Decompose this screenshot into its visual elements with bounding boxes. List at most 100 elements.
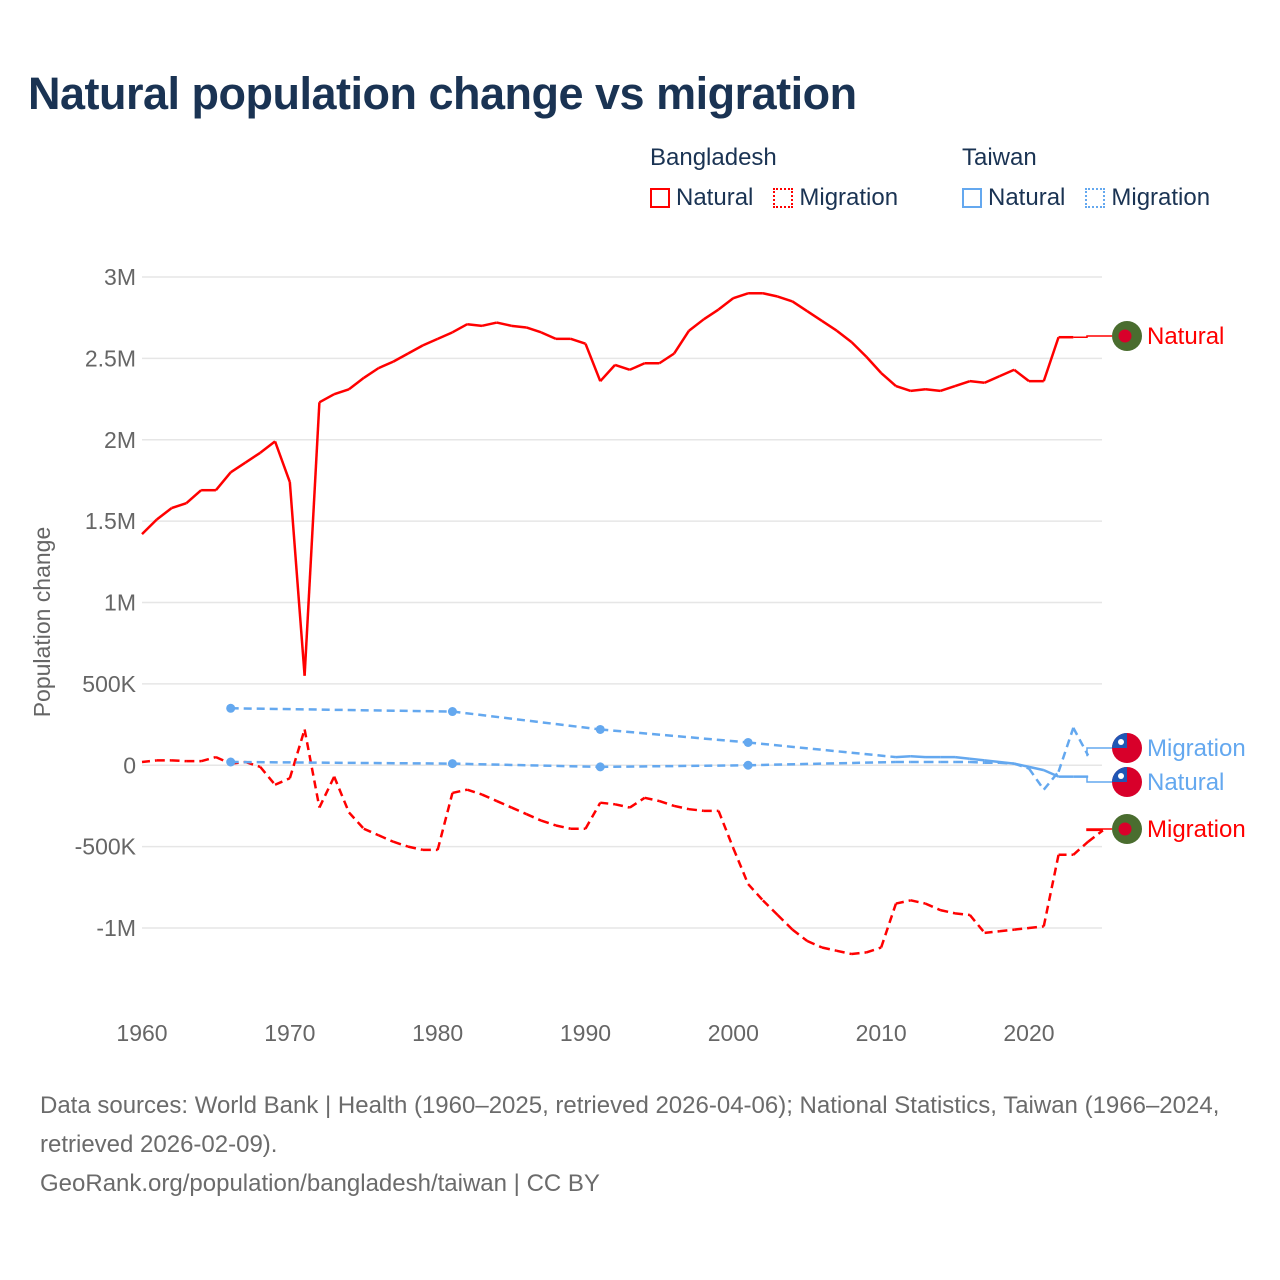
line-segment bbox=[732, 292, 749, 300]
line-segment bbox=[467, 322, 483, 328]
footer-link[interactable]: GeoRank.org/population/bangladesh/taiwan… bbox=[40, 1170, 600, 1197]
line-segment bbox=[230, 760, 453, 765]
line-segment bbox=[318, 776, 336, 809]
x-tick-label: 2010 bbox=[856, 1020, 907, 1046]
line-segment bbox=[688, 318, 705, 332]
line-segment bbox=[600, 728, 749, 744]
line-segment bbox=[614, 363, 631, 371]
flag-sun bbox=[1118, 739, 1124, 745]
data-point bbox=[226, 757, 236, 767]
line-segment bbox=[1042, 854, 1060, 927]
line-segment bbox=[303, 729, 321, 808]
line-segment bbox=[732, 847, 750, 885]
line-segment bbox=[333, 776, 351, 813]
line-segment bbox=[214, 471, 232, 491]
line-segment bbox=[600, 801, 616, 806]
y-axis-label: Population change bbox=[29, 527, 55, 718]
legend-item-taiwan-natural[interactable]: Natural bbox=[962, 184, 1065, 212]
line-segment bbox=[171, 502, 187, 510]
line-segment bbox=[525, 812, 542, 822]
label-connector bbox=[1073, 335, 1112, 338]
legend-label: Natural bbox=[676, 184, 754, 211]
line-segment bbox=[511, 806, 527, 816]
line-segment bbox=[999, 761, 1015, 765]
data-point bbox=[447, 759, 457, 769]
line-segment bbox=[895, 384, 912, 393]
y-tick-label: 500K bbox=[82, 671, 136, 697]
line-segment bbox=[821, 946, 838, 953]
line-segment bbox=[451, 323, 468, 334]
legend-group-name: Taiwan bbox=[962, 144, 1037, 171]
series-end-label: Migration bbox=[1147, 735, 1246, 762]
line-segment bbox=[1028, 765, 1045, 772]
line-segment bbox=[452, 762, 601, 769]
series-end-label: Natural bbox=[1147, 323, 1224, 350]
legend-item-bangladesh-migration[interactable]: Migration bbox=[773, 184, 898, 212]
line-segment bbox=[1028, 925, 1044, 930]
line-segment bbox=[348, 811, 365, 830]
line-segment bbox=[1013, 762, 1030, 770]
legend-group-bangladesh: Bangladesh Natural Migration bbox=[650, 144, 898, 212]
legend-item-bangladesh-natural[interactable]: Natural bbox=[650, 184, 753, 212]
x-tick-label: 2020 bbox=[1003, 1020, 1054, 1046]
line-segment bbox=[141, 518, 158, 536]
line-segment bbox=[452, 710, 601, 731]
line-segment bbox=[939, 384, 956, 393]
line-segment bbox=[776, 914, 794, 931]
y-tick-label: -1M bbox=[96, 915, 136, 941]
line-segment bbox=[895, 755, 911, 759]
line-segment bbox=[437, 331, 453, 340]
line-segment bbox=[717, 297, 735, 311]
x-tick-label: 1980 bbox=[412, 1020, 463, 1046]
line-segment bbox=[230, 707, 453, 713]
line-segment bbox=[954, 379, 971, 388]
line-segment bbox=[1087, 829, 1104, 843]
line-segment bbox=[318, 393, 335, 404]
line-segment bbox=[614, 803, 631, 809]
line-segment bbox=[1014, 926, 1030, 931]
line-segment bbox=[496, 321, 512, 328]
series-taiwan-natural: Natural bbox=[226, 703, 1224, 797]
y-tick-label: 2.5M bbox=[85, 345, 136, 371]
taiwan-flag-icon bbox=[1112, 767, 1142, 797]
series-bangladesh-natural: Natural bbox=[141, 292, 1224, 676]
x-tick-label: 1970 bbox=[264, 1020, 315, 1046]
y-tick-label: -500K bbox=[75, 834, 137, 860]
label-connector bbox=[1086, 775, 1112, 783]
line-segment bbox=[1013, 368, 1030, 383]
line-segment bbox=[747, 883, 764, 902]
line-segment bbox=[658, 352, 675, 365]
data-point bbox=[743, 760, 753, 770]
line-segment bbox=[717, 810, 735, 849]
line-segment bbox=[156, 507, 173, 521]
data-point bbox=[743, 737, 753, 747]
line-segment bbox=[968, 914, 986, 934]
line-segment bbox=[924, 902, 941, 912]
line-segment bbox=[910, 388, 926, 393]
line-segment bbox=[185, 489, 202, 505]
data-point bbox=[595, 724, 605, 734]
line-segment bbox=[436, 792, 454, 851]
flag-disc bbox=[1118, 329, 1132, 343]
label-connector bbox=[1086, 828, 1112, 832]
line-segment bbox=[259, 766, 277, 786]
line-segment bbox=[274, 777, 291, 786]
legend-item-taiwan-migration[interactable]: Migration bbox=[1085, 184, 1210, 212]
line-segment bbox=[791, 928, 808, 943]
line-segment bbox=[910, 755, 926, 759]
series-end-label: Migration bbox=[1147, 816, 1246, 843]
legend-label: Migration bbox=[1111, 184, 1211, 211]
line-segment bbox=[954, 755, 970, 760]
legend-group-name: Bangladesh bbox=[650, 144, 777, 171]
line-segment bbox=[998, 368, 1015, 378]
line-segment bbox=[392, 352, 409, 363]
line-segment bbox=[673, 330, 691, 355]
line-segment bbox=[348, 376, 365, 391]
line-segment bbox=[673, 804, 690, 811]
line-segment bbox=[288, 481, 306, 676]
line-segment bbox=[570, 337, 586, 345]
data-point bbox=[447, 707, 457, 717]
series-taiwan-migration: Migration bbox=[226, 727, 1246, 791]
taiwan-flag-icon bbox=[1112, 733, 1142, 763]
line-segment bbox=[629, 796, 646, 809]
